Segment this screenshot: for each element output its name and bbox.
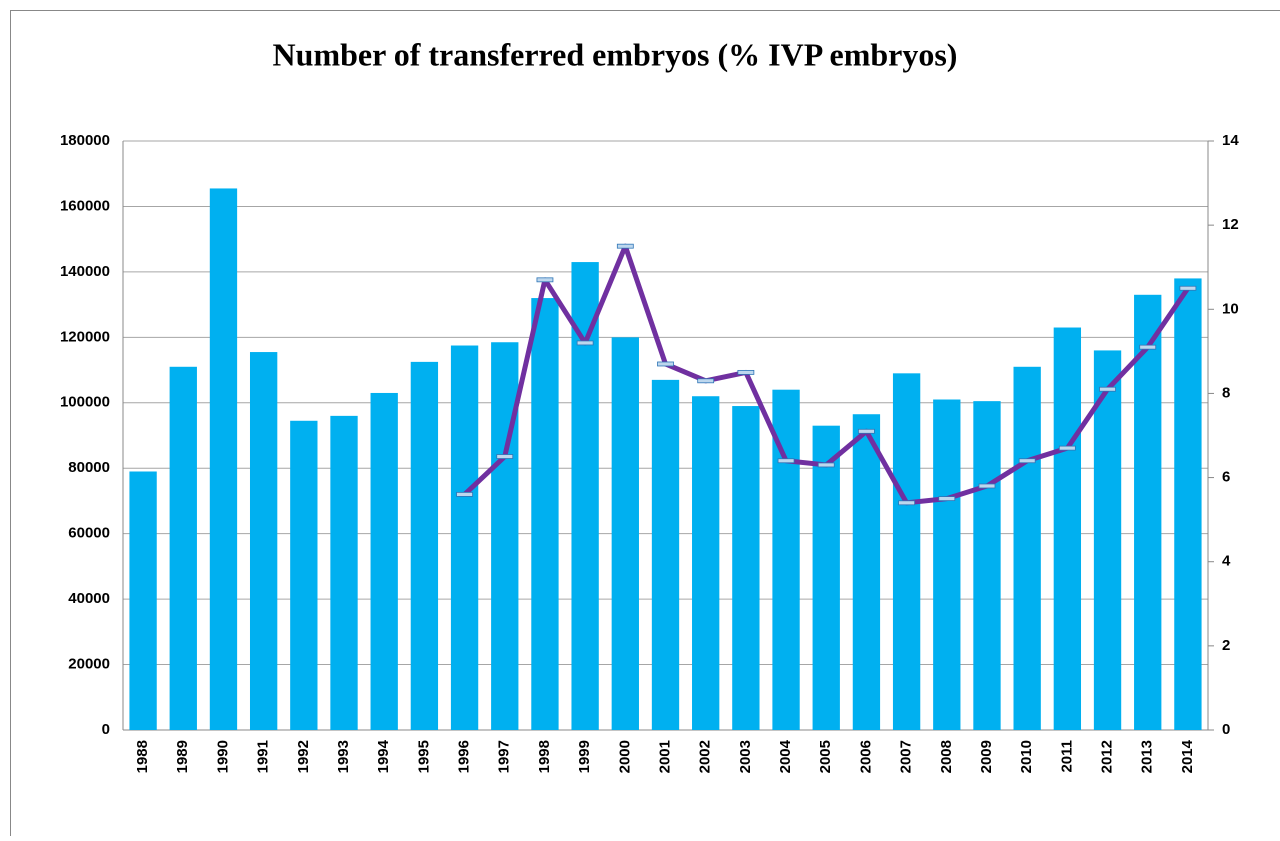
bar xyxy=(491,342,518,730)
y-tick-label: 60000 xyxy=(68,525,110,542)
x-tick-label: 2009 xyxy=(978,740,995,773)
x-tick-label: 2001 xyxy=(656,740,673,773)
line-marker xyxy=(1019,459,1035,463)
bar xyxy=(330,416,357,730)
y-tick-label: 160000 xyxy=(60,197,110,214)
y2-tick-label: 12 xyxy=(1222,216,1239,233)
bar xyxy=(290,421,317,730)
bar xyxy=(250,352,277,730)
y2-tick-label: 6 xyxy=(1222,469,1230,486)
y-tick-label: 120000 xyxy=(60,328,110,345)
line-marker xyxy=(1059,446,1075,450)
bar xyxy=(652,380,679,730)
x-tick-label: 2008 xyxy=(938,740,955,773)
x-tick-label: 2011 xyxy=(1058,740,1075,773)
line-marker xyxy=(617,244,633,248)
line-marker xyxy=(778,459,794,463)
y-tick-label: 100000 xyxy=(60,394,110,411)
bar xyxy=(531,298,558,730)
bar xyxy=(170,367,197,730)
chart-title: Number of transferred embryos (% IVP emb… xyxy=(273,36,958,72)
y2-tick-label: 10 xyxy=(1222,300,1239,317)
bar xyxy=(1054,328,1081,730)
x-tick-label: 2013 xyxy=(1139,740,1156,773)
x-tick-label: 2000 xyxy=(616,740,633,773)
chart-frame xyxy=(11,11,1280,837)
x-tick-label: 1993 xyxy=(335,740,352,773)
y-tick-label: 20000 xyxy=(68,656,110,673)
x-tick-label: 1994 xyxy=(375,739,392,773)
line-marker xyxy=(1140,345,1156,349)
x-tick-label: 2007 xyxy=(898,740,915,773)
x-tick-label: 1990 xyxy=(214,740,231,773)
bar xyxy=(129,471,156,730)
y-tick-label: 0 xyxy=(102,721,110,738)
line-marker xyxy=(818,463,834,467)
x-tick-label: 2006 xyxy=(857,740,874,773)
y-tick-label: 40000 xyxy=(68,590,110,607)
x-tick-label: 1991 xyxy=(255,740,272,773)
x-tick-label: 1999 xyxy=(576,740,593,773)
bar xyxy=(371,393,398,730)
x-tick-label: 2003 xyxy=(737,740,754,773)
line-marker xyxy=(698,379,714,383)
x-tick-label: 2010 xyxy=(1018,740,1035,773)
y-tick-label: 140000 xyxy=(60,263,110,280)
y2-tick-label: 14 xyxy=(1222,132,1239,149)
bar xyxy=(813,426,840,730)
y2-tick-label: 4 xyxy=(1222,553,1231,570)
x-tick-label: 1996 xyxy=(456,740,473,773)
bar xyxy=(732,406,759,730)
x-tick-label: 1988 xyxy=(134,740,151,773)
bar xyxy=(853,414,880,730)
bar xyxy=(973,401,1000,730)
x-tick-label: 1998 xyxy=(536,740,553,773)
x-tick-label: 1992 xyxy=(295,740,312,773)
x-tick-label: 2002 xyxy=(697,740,714,773)
y-tick-label: 80000 xyxy=(68,459,110,476)
x-tick-label: 1997 xyxy=(496,740,513,773)
line-marker xyxy=(497,455,513,459)
line-marker xyxy=(457,492,473,496)
bar xyxy=(1014,367,1041,730)
line-marker xyxy=(1100,387,1116,391)
bar xyxy=(1174,278,1201,730)
x-tick-label: 1995 xyxy=(415,740,432,773)
bar xyxy=(933,400,960,730)
line-marker xyxy=(858,429,874,433)
x-tick-label: 2014 xyxy=(1179,739,1196,773)
bar xyxy=(612,337,639,730)
x-tick-label: 2004 xyxy=(777,739,794,773)
x-tick-label: 2012 xyxy=(1099,740,1116,773)
y2-tick-label: 0 xyxy=(1222,721,1230,738)
y-tick-label: 180000 xyxy=(60,132,110,149)
bar xyxy=(451,346,478,730)
line-marker xyxy=(658,362,674,366)
line-marker xyxy=(738,370,754,374)
line-marker xyxy=(899,501,915,505)
y2-tick-label: 2 xyxy=(1222,637,1230,654)
bar xyxy=(893,373,920,730)
line-marker xyxy=(537,278,553,282)
bar xyxy=(210,188,237,730)
bar xyxy=(692,396,719,730)
bar xyxy=(411,362,438,730)
x-tick-label: 2005 xyxy=(817,740,834,773)
line-marker xyxy=(939,497,955,501)
x-tick-label: 1989 xyxy=(174,740,191,773)
line-marker xyxy=(1180,286,1196,290)
line-marker xyxy=(577,341,593,345)
y2-tick-label: 8 xyxy=(1222,384,1230,401)
line-marker xyxy=(979,484,995,488)
